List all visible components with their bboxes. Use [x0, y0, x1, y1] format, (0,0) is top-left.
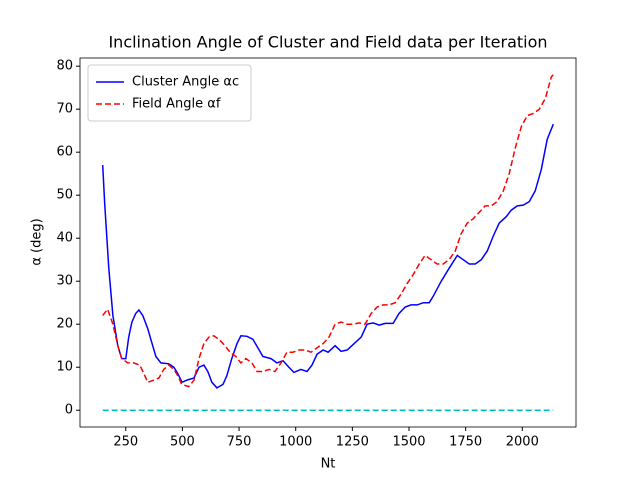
plot-frame	[79, 57, 577, 428]
y-tick-label: 10	[56, 360, 73, 375]
legend-box	[87, 64, 252, 122]
y-tick-label: 0	[65, 403, 73, 418]
x-tick-label: 1250	[336, 435, 369, 450]
x-tick-label: 500	[170, 435, 195, 450]
y-tick-label: 40	[56, 231, 73, 246]
y-tick-label: 30	[56, 274, 73, 289]
y-axis-label: α (deg)	[30, 218, 45, 265]
x-tick-label: 250	[113, 435, 138, 450]
y-tick-label: 50	[56, 188, 73, 203]
y-tick-label: 60	[56, 145, 73, 160]
x-tick-label: 2000	[506, 435, 539, 450]
y-tick-label: 20	[56, 317, 73, 332]
x-tick-label: 750	[227, 435, 252, 450]
x-tick-label: 1750	[449, 435, 482, 450]
y-tick-label: 70	[56, 102, 73, 117]
x-tick-label: 1000	[279, 435, 312, 450]
series-line	[101, 123, 554, 389]
legend-label: Field Angle αf	[132, 97, 221, 112]
x-axis-label: Nt	[321, 457, 336, 472]
x-tick-label: 1500	[392, 435, 425, 450]
legend-label: Cluster Angle αc	[132, 75, 239, 90]
series-line	[102, 74, 554, 388]
chart-title: Inclination Angle of Cluster and Field d…	[108, 33, 547, 52]
y-tick-label: 80	[56, 59, 73, 74]
